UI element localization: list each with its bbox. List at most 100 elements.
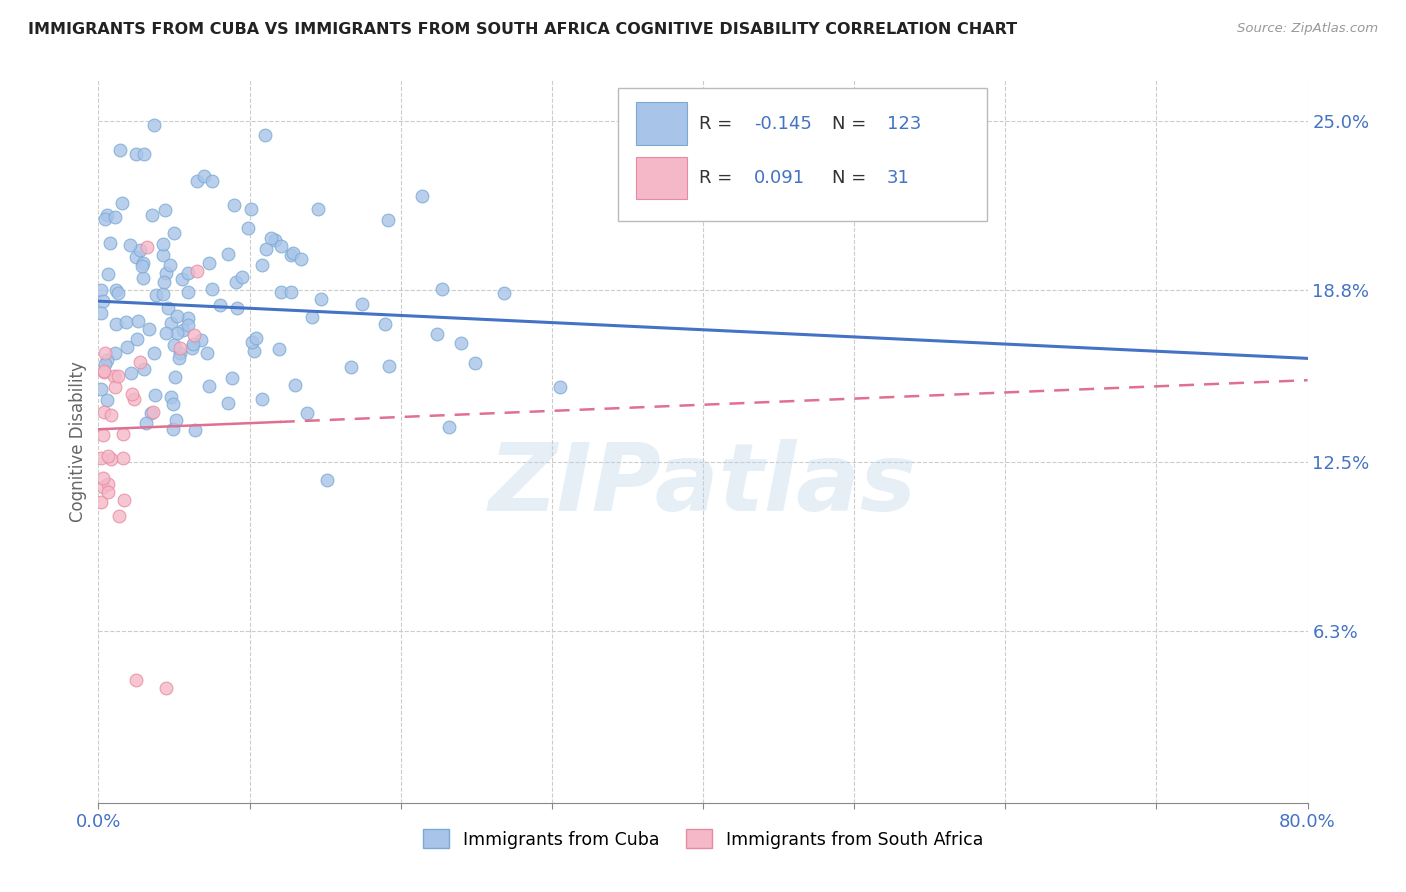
Point: [217, 395, 239, 409]
Point: [186, 264, 208, 278]
Point: [125, 673, 148, 687]
Point: [107, 368, 129, 383]
Point: [439, 420, 461, 434]
Point: [378, 359, 401, 373]
Point: [162, 338, 184, 352]
Point: [221, 371, 243, 385]
Point: [155, 681, 177, 696]
Point: [165, 413, 187, 427]
Point: [97, 450, 120, 464]
Point: [132, 147, 155, 161]
Point: [492, 286, 515, 301]
Point: [177, 266, 200, 280]
Point: [548, 380, 571, 394]
Point: [153, 275, 176, 289]
Point: [112, 493, 135, 508]
Point: [315, 473, 337, 487]
Point: [309, 292, 332, 306]
Point: [112, 426, 135, 441]
Text: R =: R =: [699, 169, 738, 186]
Point: [90, 284, 112, 298]
Text: N =: N =: [832, 169, 872, 186]
Point: [153, 203, 176, 218]
Point: [198, 256, 221, 270]
Point: [132, 270, 155, 285]
Point: [181, 342, 204, 356]
Point: [464, 355, 486, 369]
Point: [172, 272, 194, 286]
Point: [122, 392, 145, 407]
Point: [201, 174, 224, 188]
Point: [104, 380, 127, 394]
Point: [177, 318, 200, 332]
Point: [141, 208, 163, 222]
Point: [110, 143, 132, 157]
Point: [94, 357, 117, 371]
Point: [97, 477, 120, 491]
Point: [105, 283, 128, 297]
Legend: Immigrants from Cuba, Immigrants from South Africa: Immigrants from Cuba, Immigrants from So…: [416, 822, 990, 855]
Point: [301, 310, 323, 324]
Point: [128, 243, 150, 257]
Point: [236, 220, 259, 235]
Point: [240, 334, 263, 349]
Point: [143, 388, 166, 402]
Text: R =: R =: [699, 115, 738, 133]
Point: [162, 422, 184, 436]
Point: [226, 301, 249, 315]
Point: [352, 297, 374, 311]
Point: [96, 352, 118, 367]
Text: -0.145: -0.145: [754, 115, 811, 133]
Point: [377, 212, 399, 227]
Point: [209, 298, 232, 312]
Point: [250, 392, 273, 406]
Point: [159, 258, 181, 272]
Point: [93, 293, 115, 308]
Point: [260, 231, 283, 245]
Point: [94, 212, 117, 227]
Point: [93, 405, 115, 419]
Point: [295, 406, 318, 420]
Point: [231, 270, 253, 285]
Point: [129, 355, 152, 369]
Point: [132, 256, 155, 270]
Point: [91, 479, 114, 493]
Text: ZIPatlas: ZIPatlas: [489, 439, 917, 531]
Point: [225, 275, 247, 289]
Point: [177, 311, 200, 326]
Text: 0.091: 0.091: [754, 169, 804, 186]
Point: [243, 344, 266, 359]
Point: [183, 423, 205, 437]
Point: [91, 428, 114, 442]
Point: [93, 365, 115, 379]
Point: [224, 198, 246, 212]
Point: [155, 326, 177, 340]
Point: [166, 309, 188, 323]
FancyBboxPatch shape: [637, 156, 688, 199]
Text: 31: 31: [887, 169, 910, 186]
Point: [120, 366, 142, 380]
Point: [270, 239, 292, 253]
Point: [120, 238, 142, 252]
Point: [155, 266, 177, 280]
Point: [127, 332, 149, 346]
Point: [97, 268, 120, 282]
Point: [93, 364, 115, 378]
Text: N =: N =: [832, 115, 872, 133]
Point: [200, 282, 222, 296]
Point: [112, 450, 135, 465]
Point: [94, 346, 117, 360]
Point: [135, 416, 157, 430]
Text: IMMIGRANTS FROM CUBA VS IMMIGRANTS FROM SOUTH AFRICA COGNITIVE DISABILITY CORREL: IMMIGRANTS FROM CUBA VS IMMIGRANTS FROM …: [28, 22, 1018, 37]
Point: [152, 287, 174, 301]
Point: [250, 258, 273, 272]
Point: [307, 202, 329, 216]
Point: [117, 340, 139, 354]
Point: [125, 147, 148, 161]
Point: [172, 323, 194, 337]
Point: [127, 314, 149, 328]
Point: [132, 362, 155, 376]
Point: [142, 118, 165, 132]
Point: [254, 242, 277, 256]
Point: [264, 233, 287, 247]
